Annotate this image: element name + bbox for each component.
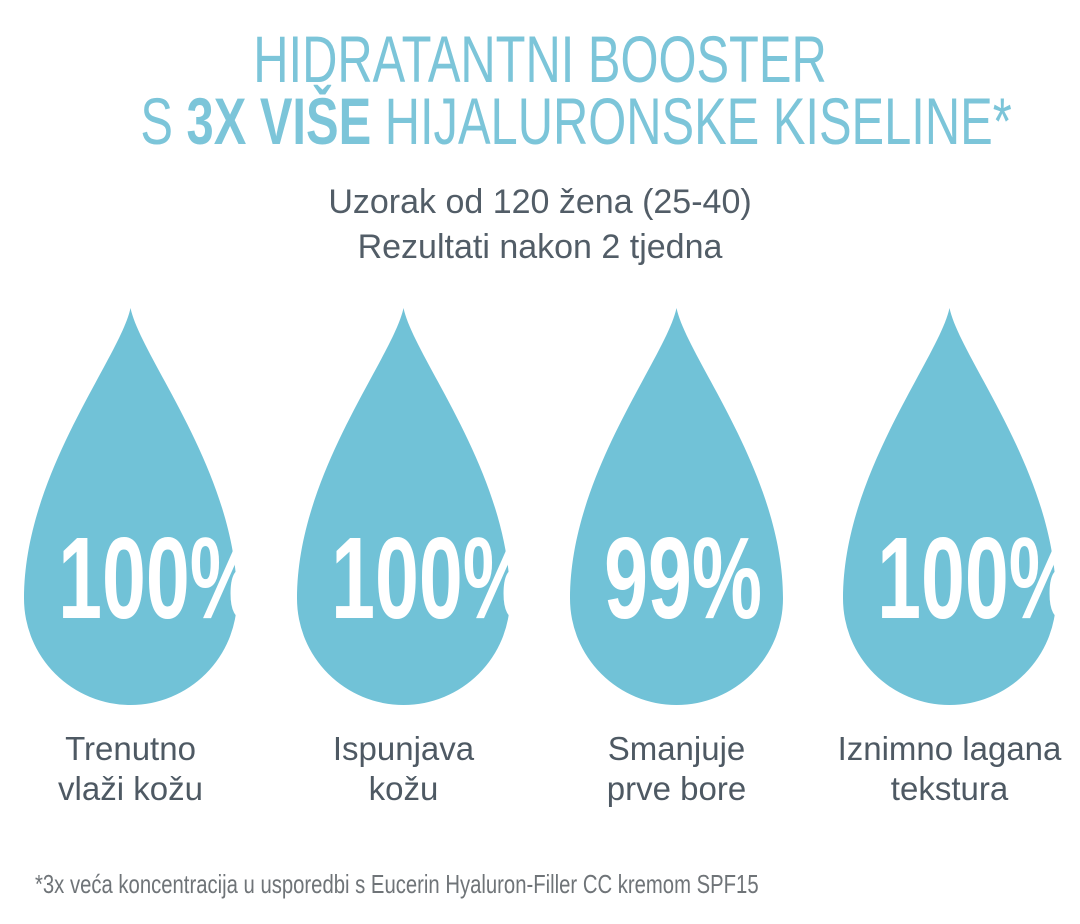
stat-value: 100% [331,513,533,643]
water-drop-icon: 100% [297,308,533,705]
stat-column-moisturizes: 100% Trenutno vlaži kožu [24,308,260,809]
subtitle-line-sample: Uzorak od 120 žena (25-40) [328,183,752,221]
title-line2-prefix: S [140,84,187,158]
water-drop-shape [843,308,1056,705]
title-line2-bold: 3X VIŠE [186,84,372,158]
title-line-1: HIDRATANTNI BOOSTER [253,22,827,96]
stats-row: 100% Trenutno vlaži kožu 100% Ispunjava … [0,308,1080,809]
stat-label: Ispunjava kožu [332,730,475,807]
stat-column-light-texture: 100% Iznimno lagana tekstura [838,308,1079,809]
title-line-2: S 3X VIŠE HIJALURONSKE KISELINE* [140,88,1011,154]
stat-column-plumps: 100% Ispunjava kožu [297,308,533,809]
title-line2-suffix: HIJALURONSKE KISELINE* [371,84,1012,158]
water-drop-icon: 100% [843,308,1079,705]
stat-value: 100% [877,513,1079,643]
stat-label: Iznimno lagana tekstura [837,730,1062,807]
stat-value: 99% [604,513,762,643]
water-drop-shape [570,308,783,705]
water-drop-shape [24,308,237,705]
water-drop-icon: 100% [24,308,260,705]
stat-label: Trenutno vlaži kožu [58,730,203,807]
footnote: *3x veća koncentracija u usporedbi s Euc… [35,869,759,899]
stat-label: Smanjuje prve bore [606,730,747,807]
page-title: HIDRATANTNI BOOSTER S 3X VIŠE HIJALURONS… [0,0,1080,154]
stat-value: 100% [58,513,260,643]
stat-column-reduces-wrinkles: 99% Smanjuje prve bore [570,308,783,809]
water-drop-icon: 99% [570,308,783,705]
study-subtitle: Uzorak od 120 žena (25-40) Rezultati nak… [0,180,1080,270]
water-drop-shape [297,308,510,705]
subtitle-line-results: Rezultati nakon 2 tjedna [357,228,723,266]
